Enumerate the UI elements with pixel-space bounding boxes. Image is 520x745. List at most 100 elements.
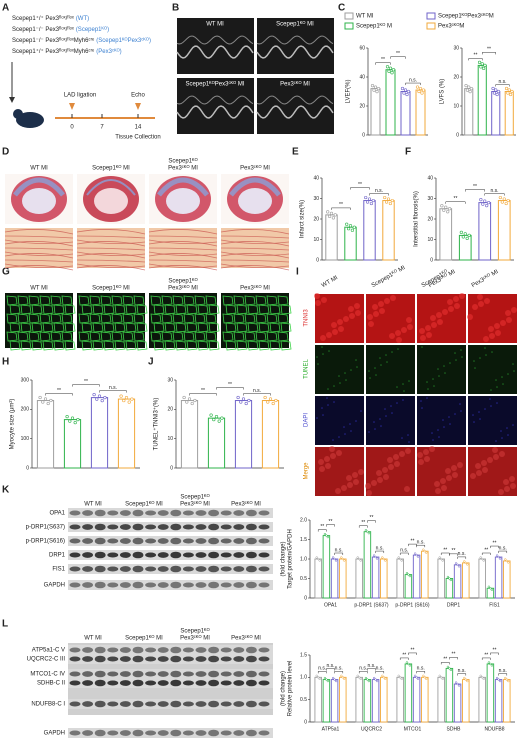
signal [441,485,447,491]
cell-outline [258,322,270,333]
cell-outline [255,331,267,342]
signal [365,483,371,489]
bracket [457,556,467,559]
signal [396,337,402,343]
band [82,524,94,530]
dot [506,91,510,95]
dot [454,562,458,565]
band [182,582,194,588]
dot [440,204,444,208]
bar [412,554,421,599]
dot [76,418,80,422]
dot [358,557,361,561]
band [145,582,157,588]
y-tick-label: 20 [359,103,365,109]
y-axis-label: Infarct size(%) [300,200,306,238]
bar [503,560,511,599]
band [220,647,232,653]
bar [462,679,470,723]
band [220,656,232,662]
dot [416,555,420,558]
band [245,523,257,531]
significance: n.s. [375,188,383,194]
band [94,509,106,517]
row-label: TNNI3 [304,309,310,327]
band [157,730,169,736]
bracket [367,520,376,523]
bracket [358,525,368,528]
signal [478,301,484,307]
band [82,680,94,686]
bar [180,400,199,469]
dot [441,559,444,562]
fiber [4,229,74,235]
fiber [148,235,218,239]
y-tick-label: 1.5 [300,652,307,658]
cell-outline [81,322,93,333]
bar [504,91,514,136]
cell-outline [31,340,43,351]
dot [325,678,328,681]
signal [429,446,435,452]
column-label: WT MI [84,636,102,642]
fluorescence-image [417,345,466,394]
band [94,670,106,678]
cell-outline [153,304,165,315]
blot-label: p-DRP1(S616) [26,539,65,545]
band [157,701,169,707]
signal [319,466,325,472]
signal [449,423,451,425]
cell-outline [6,313,18,324]
band [208,509,220,517]
bar [322,535,331,599]
significance: ** [370,515,374,521]
signal [448,306,454,312]
signal [482,467,488,473]
signal [379,357,381,359]
band [233,680,245,686]
cell-outline [186,304,198,315]
band [258,582,270,588]
signal [355,359,357,361]
band [245,509,257,517]
cell-outline [194,331,206,342]
panel-letter: A [2,3,9,14]
dot [329,211,334,215]
dot [464,678,467,681]
cell-outline [100,313,112,324]
cell-outline [186,322,198,333]
signal [367,314,373,320]
signal [511,307,517,313]
signal [407,324,413,330]
bar [385,69,396,136]
signal [350,369,352,371]
cell-outline [161,295,173,306]
signal [333,401,335,403]
significance: n.s. [359,666,367,672]
signal [386,361,388,363]
bar [503,679,511,723]
bar [380,676,388,723]
significance: ** [320,524,324,530]
dot [400,559,403,562]
bar [494,679,503,723]
dot [388,201,393,206]
signal [327,404,329,406]
dot [495,92,499,97]
signal [473,360,475,362]
fiber [4,259,74,263]
group-text: (Scepep1ᴷᴼ) [76,26,109,33]
band [107,566,119,572]
cell-outline [258,304,270,315]
band [220,552,232,558]
bar [462,562,470,599]
signal [498,489,504,495]
dot [119,394,123,398]
signal [343,316,349,322]
significance: ** [57,388,61,394]
signal [478,411,480,413]
band [170,700,182,708]
signal [506,427,508,429]
fiber [220,239,290,244]
